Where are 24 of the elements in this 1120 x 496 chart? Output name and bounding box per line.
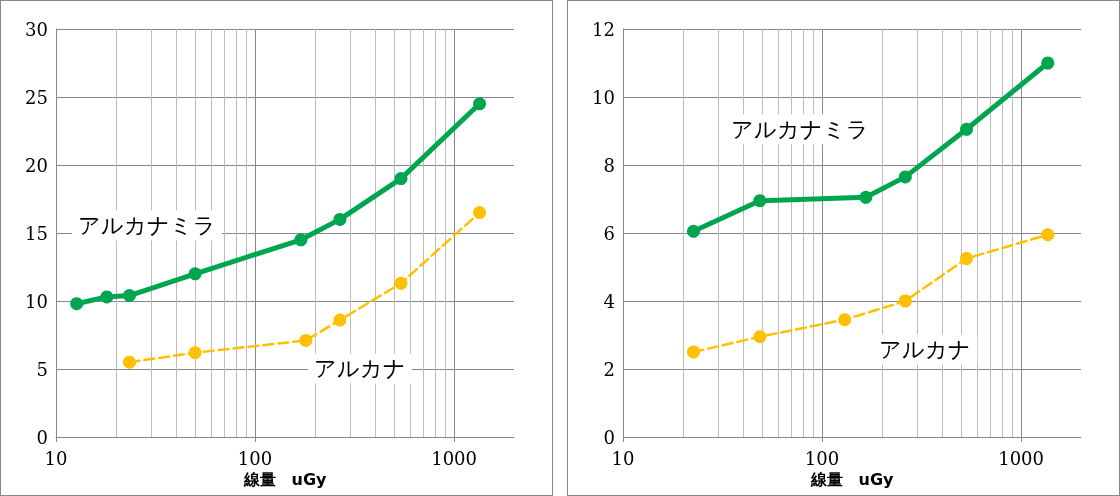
- y-tick-label: 8: [603, 154, 615, 176]
- x-axis-title: 線量 uGy: [242, 470, 328, 490]
- y-tick-label: 15: [25, 222, 48, 244]
- y-tick-label: 6: [603, 222, 615, 244]
- x-axis-title: 線量 uGy: [809, 470, 895, 490]
- y-tick-label: 5: [36, 358, 48, 380]
- y-tick-label: 2: [603, 358, 615, 380]
- series-label: アルカナ: [313, 356, 406, 382]
- y-tick-label: 12: [592, 18, 615, 40]
- x-tick-label: 1000: [998, 447, 1044, 469]
- y-tick-label: 0: [603, 426, 615, 448]
- text: アルカナミラ: [730, 116, 869, 142]
- y-tick-label: 30: [25, 18, 48, 40]
- y-tick-label: 4: [603, 290, 615, 312]
- series-label: アルカナ: [879, 337, 972, 362]
- y-tick-label: 25: [25, 86, 48, 108]
- x-tick-label: 100: [237, 447, 273, 469]
- y-tick-label: 10: [592, 86, 615, 108]
- x-tick-label: 1000: [431, 447, 477, 469]
- y-tick-label: 0: [36, 426, 48, 448]
- y-tick-label: 20: [25, 154, 48, 176]
- series-label: アルカナミラ: [77, 212, 216, 238]
- x-tick-label: 100: [804, 447, 840, 469]
- y-tick-label: 10: [25, 290, 48, 312]
